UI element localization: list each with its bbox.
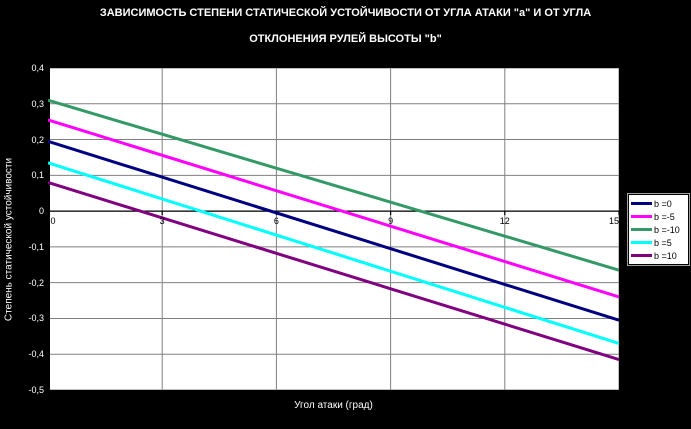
x-tick-label: 0 xyxy=(50,216,56,227)
y-tick-label: -0,1 xyxy=(28,241,44,252)
y-tick-label: -0,5 xyxy=(28,385,44,395)
y-tick-label: -0,3 xyxy=(28,313,44,324)
legend-item: b =-10 xyxy=(631,223,688,236)
legend: b =0 b =-5 b =-10 b =5 b =10 xyxy=(628,194,689,265)
y-tick-label: 0,2 xyxy=(31,134,44,145)
y-tick-label: 0,4 xyxy=(31,63,44,73)
y-tick-label: -0,2 xyxy=(28,277,44,288)
y-axis-title: Степень статической устойчивости xyxy=(3,157,15,322)
legend-line-swatch xyxy=(631,228,652,231)
legend-label: b =5 xyxy=(654,237,672,248)
legend-line-swatch xyxy=(631,241,652,244)
legend-item: b =-5 xyxy=(631,210,688,223)
x-tick-label: 12 xyxy=(499,216,510,227)
legend-line-swatch xyxy=(631,254,652,257)
y-tick-label: 0,3 xyxy=(31,98,44,109)
chart-title: ЗАВИСИМОСТЬ СТЕПЕНИ СТАТИЧЕСКОЙ УСТОЙЧИВ… xyxy=(0,7,691,46)
series-line-b0 xyxy=(48,139,619,322)
series-line-b-10 xyxy=(48,98,619,272)
legend-item: b =5 xyxy=(631,236,688,249)
x-tick-label: 9 xyxy=(388,216,394,227)
x-axis-title: Угол атаки (град) xyxy=(294,400,373,411)
legend-label: b =-5 xyxy=(654,211,675,222)
legend-line-swatch xyxy=(631,215,652,218)
x-tick-label: 6 xyxy=(273,216,279,227)
legend-line-swatch xyxy=(631,202,652,205)
y-tick-label: 0 xyxy=(38,206,44,217)
legend-item: b =10 xyxy=(631,249,688,262)
legend-label: b =0 xyxy=(654,198,672,209)
series-line-b10 xyxy=(48,181,619,362)
chart-title-line2: ОТКЛОНЕНИЯ РУЛЕЙ ВЫСОТЫ "b" xyxy=(249,33,442,45)
plot-svg xyxy=(48,68,619,390)
x-tick-label: 15 xyxy=(608,216,620,227)
legend-label: b =10 xyxy=(654,250,677,261)
series-line-b-5 xyxy=(48,118,619,299)
series-line-b5 xyxy=(48,161,619,345)
legend-item: b =0 xyxy=(631,197,688,210)
y-tick-label: -0,4 xyxy=(28,349,44,360)
y-tick-label: 0,1 xyxy=(31,170,44,181)
chart-title-line1: ЗАВИСИМОСТЬ СТЕПЕНИ СТАТИЧЕСКОЙ УСТОЙЧИВ… xyxy=(99,7,592,19)
plot-area xyxy=(48,68,619,390)
legend-label: b =-10 xyxy=(654,224,680,235)
x-tick-label: 3 xyxy=(159,216,165,227)
